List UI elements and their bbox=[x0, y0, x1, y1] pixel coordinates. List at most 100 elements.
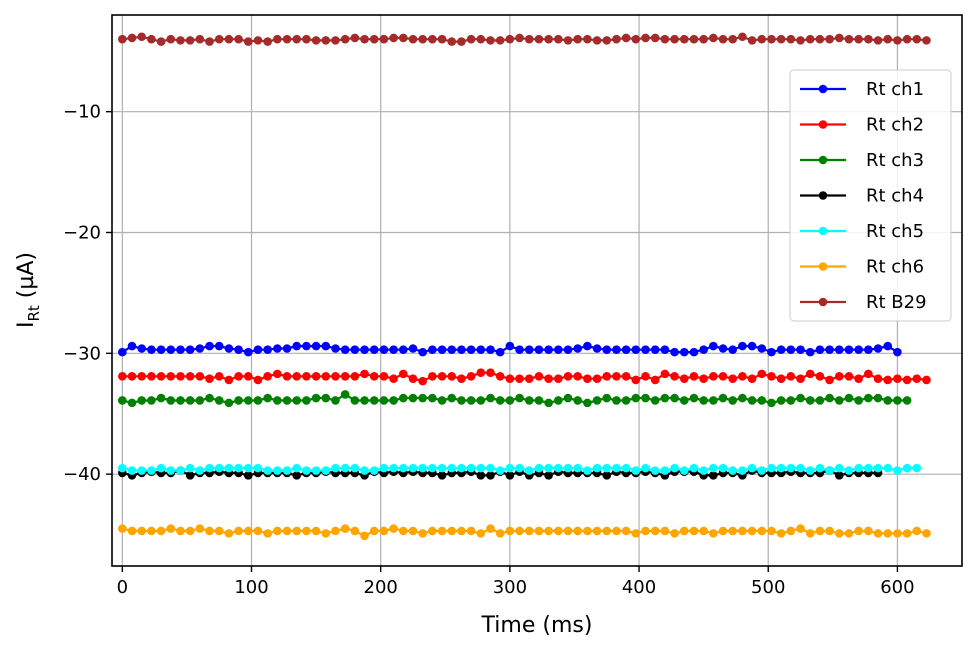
x-tick-label: 100 bbox=[234, 577, 268, 598]
data-point bbox=[563, 463, 573, 473]
data-point bbox=[709, 463, 718, 473]
data-point bbox=[495, 347, 505, 357]
data-point bbox=[621, 463, 631, 473]
data-point bbox=[718, 34, 728, 44]
legend-label: Rt ch2 bbox=[866, 115, 924, 136]
data-point bbox=[224, 398, 234, 408]
legend-label: Rt ch6 bbox=[866, 257, 924, 278]
data-point bbox=[127, 466, 137, 475]
data-point bbox=[524, 374, 534, 384]
data-point bbox=[573, 344, 582, 353]
data-point bbox=[883, 529, 893, 538]
data-point bbox=[718, 526, 728, 536]
data-point bbox=[825, 375, 834, 385]
data-point bbox=[844, 34, 854, 44]
data-point bbox=[428, 526, 437, 536]
data-point bbox=[825, 34, 834, 44]
data-point bbox=[205, 341, 214, 351]
data-point bbox=[864, 345, 873, 355]
data-point bbox=[311, 393, 321, 403]
data-point bbox=[195, 371, 205, 381]
data-point bbox=[573, 526, 582, 536]
data-point bbox=[815, 371, 825, 381]
data-point bbox=[805, 369, 815, 379]
data-point bbox=[156, 526, 166, 536]
data-point bbox=[156, 37, 166, 46]
data-point bbox=[185, 463, 195, 473]
plot-frame bbox=[111, 14, 963, 567]
data-point bbox=[292, 371, 302, 381]
data-point bbox=[398, 463, 408, 473]
data-point bbox=[466, 371, 476, 381]
data-point bbox=[476, 463, 486, 473]
data-point bbox=[263, 345, 272, 355]
data-point bbox=[408, 344, 418, 353]
data-point bbox=[834, 371, 844, 381]
data-point bbox=[767, 34, 776, 44]
data-point bbox=[214, 396, 224, 405]
data-point bbox=[728, 396, 738, 405]
x-axis-label: Time (ms) bbox=[481, 613, 593, 638]
data-point bbox=[263, 466, 272, 475]
data-point bbox=[709, 529, 718, 538]
data-point bbox=[428, 345, 437, 355]
data-point bbox=[147, 371, 156, 381]
data-point bbox=[689, 393, 699, 403]
data-point bbox=[660, 34, 670, 44]
data-point bbox=[873, 393, 883, 403]
data-point bbox=[214, 463, 224, 473]
data-point bbox=[873, 344, 883, 353]
data-point bbox=[679, 34, 689, 44]
data-point bbox=[466, 463, 476, 473]
data-point bbox=[447, 37, 457, 46]
data-point bbox=[650, 526, 660, 536]
data-point bbox=[243, 526, 253, 536]
data-point bbox=[476, 345, 486, 355]
data-point bbox=[224, 463, 234, 473]
data-point bbox=[699, 526, 708, 536]
data-point bbox=[302, 526, 311, 536]
data-point bbox=[631, 345, 641, 355]
data-point bbox=[757, 526, 767, 536]
data-point bbox=[214, 371, 224, 381]
data-point bbox=[350, 33, 360, 43]
y-axis-unit: (µA) bbox=[14, 252, 39, 298]
data-point bbox=[147, 345, 156, 355]
legend-entry-rt-ch2: Rt ch2 bbox=[800, 115, 924, 136]
data-point bbox=[418, 529, 427, 538]
data-point bbox=[631, 375, 641, 385]
data-point bbox=[534, 371, 544, 381]
data-point bbox=[486, 393, 495, 403]
data-point bbox=[631, 34, 641, 44]
data-point bbox=[786, 463, 796, 473]
data-point bbox=[418, 347, 427, 357]
data-point bbox=[273, 344, 282, 353]
data-point bbox=[118, 396, 127, 405]
data-point bbox=[844, 393, 854, 403]
data-point bbox=[718, 463, 728, 473]
data-point bbox=[234, 34, 243, 44]
data-point bbox=[554, 526, 563, 536]
data-point bbox=[176, 371, 185, 381]
data-point bbox=[214, 526, 224, 536]
data-point bbox=[670, 529, 679, 538]
data-point bbox=[544, 374, 553, 384]
data-point bbox=[185, 371, 195, 381]
data-point bbox=[699, 374, 708, 384]
data-point bbox=[398, 526, 408, 536]
data-point bbox=[641, 393, 650, 403]
data-point bbox=[331, 371, 340, 381]
data-point bbox=[176, 466, 185, 475]
data-point bbox=[340, 524, 350, 533]
data-point bbox=[767, 463, 776, 473]
data-point bbox=[263, 371, 272, 381]
data-point bbox=[408, 393, 418, 403]
data-point bbox=[321, 393, 331, 403]
data-point bbox=[369, 34, 379, 44]
data-point bbox=[612, 34, 621, 44]
series-rt-ch3 bbox=[118, 390, 912, 408]
data-point bbox=[544, 398, 553, 408]
data-point bbox=[873, 36, 883, 45]
data-point bbox=[689, 463, 699, 473]
